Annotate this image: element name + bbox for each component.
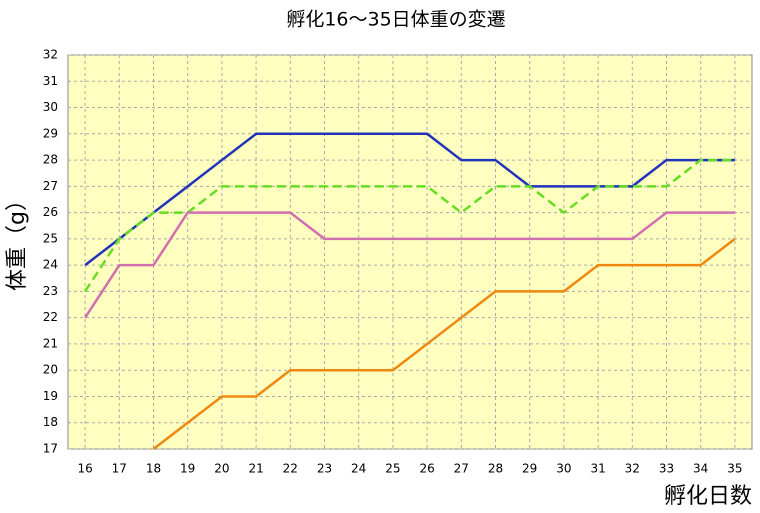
x-tick-label: 32 (625, 462, 640, 476)
x-axis-label: 孵化日数 (664, 484, 752, 509)
x-tick-label: 35 (727, 462, 742, 476)
x-tick-label: 22 (283, 462, 298, 476)
x-tick-label: 27 (454, 462, 469, 476)
y-tick-label: 29 (43, 126, 58, 140)
x-tick-label: 34 (693, 462, 708, 476)
x-tick-label: 28 (488, 462, 503, 476)
y-tick-label: 18 (43, 415, 58, 429)
y-tick-label: 25 (43, 231, 58, 245)
plot-area (67, 54, 753, 450)
y-tick-label: 28 (43, 153, 58, 167)
x-tick-label: 25 (385, 462, 400, 476)
y-tick-label: 21 (43, 336, 58, 350)
y-tick-label: 20 (43, 363, 58, 377)
x-tick-label: 19 (180, 462, 195, 476)
x-tick-label: 26 (419, 462, 434, 476)
x-tick-label: 29 (522, 462, 537, 476)
x-tick-label: 24 (351, 462, 366, 476)
y-axis-label: 体重（g） (5, 189, 30, 291)
series-line (84, 158, 735, 293)
x-tick-label: 20 (214, 462, 229, 476)
x-tick-label: 23 (317, 462, 332, 476)
chart-title: 孵化16～35日体重の変遷 (286, 9, 505, 31)
series-line (84, 211, 735, 319)
series-line (152, 237, 736, 450)
y-tick-label: 26 (43, 205, 58, 219)
x-tick-label: 30 (556, 462, 571, 476)
y-tick-label: 19 (43, 389, 58, 403)
y-tick-label: 30 (43, 100, 58, 114)
y-tick-label: 17 (43, 442, 58, 456)
x-tick-label: 18 (146, 462, 161, 476)
x-tick-label: 31 (590, 462, 605, 476)
y-tick-label: 22 (43, 310, 58, 324)
x-tick-label: 16 (77, 462, 92, 476)
x-tick-label: 17 (112, 462, 127, 476)
y-tick-label: 24 (43, 258, 58, 272)
y-tick-label: 32 (43, 48, 58, 62)
x-tick-label: 21 (248, 462, 263, 476)
y-tick-label: 27 (43, 179, 58, 193)
y-tick-label: 23 (43, 284, 58, 298)
y-tick-label: 31 (43, 74, 58, 88)
x-tick-label: 33 (659, 462, 674, 476)
